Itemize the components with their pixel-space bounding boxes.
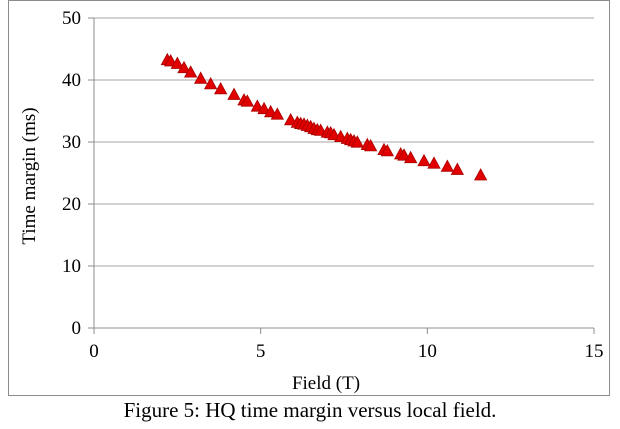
x-tick-label: 5 xyxy=(256,341,266,362)
chart-frame: 0 10 20 30 40 50 0 5 10 15 Field (T) Time margin … xyxy=(8,0,610,396)
data-points xyxy=(160,52,488,181)
data-point xyxy=(163,54,178,67)
data-point xyxy=(270,107,285,120)
axes xyxy=(88,17,595,334)
y-tick-label: 40 xyxy=(62,70,81,91)
x-tick-label: 15 xyxy=(585,341,604,362)
tick-labels: 0 10 20 30 40 50 0 5 10 15 xyxy=(62,8,604,362)
data-point xyxy=(227,87,241,100)
data-point xyxy=(203,77,218,90)
y-tick-label: 20 xyxy=(62,194,81,215)
data-point xyxy=(240,94,255,107)
data-point xyxy=(263,104,278,118)
x-tick-label: 10 xyxy=(418,341,437,362)
data-point xyxy=(213,81,228,95)
y-tick-label: 50 xyxy=(62,8,81,29)
data-point xyxy=(250,99,265,112)
data-point xyxy=(450,162,465,175)
data-point xyxy=(183,65,198,78)
scatter-chart: 0 10 20 30 40 50 0 5 10 15 Field (T) Time margin … xyxy=(19,8,604,394)
data-point xyxy=(363,139,378,152)
data-point xyxy=(403,150,418,164)
data-point xyxy=(427,156,441,169)
data-point xyxy=(257,101,271,115)
data-point xyxy=(177,60,191,74)
y-tick-label: 10 xyxy=(62,256,81,277)
x-tick-label: 0 xyxy=(89,341,99,362)
x-axis-title: Field (T) xyxy=(292,373,360,394)
y-tick-label: 0 xyxy=(72,318,82,339)
y-axis-title: Time margin (ms) xyxy=(19,107,40,244)
data-point xyxy=(283,112,298,126)
data-point xyxy=(380,143,395,157)
data-point xyxy=(473,168,488,181)
data-point xyxy=(350,135,365,148)
y-tick-label: 30 xyxy=(62,132,81,153)
data-point xyxy=(170,56,185,69)
figure-caption: Figure 5: HQ time margin versus local fi… xyxy=(123,398,497,422)
data-point xyxy=(397,148,411,161)
data-point xyxy=(417,153,431,167)
data-point xyxy=(193,71,208,84)
data-point xyxy=(440,159,455,172)
